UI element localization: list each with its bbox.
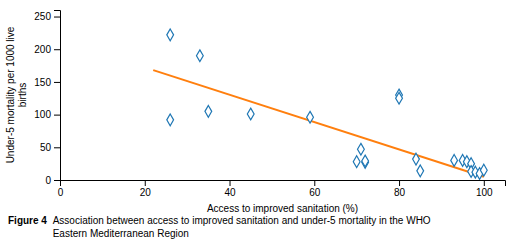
tick-label: 20 xyxy=(140,187,152,198)
tick-mark xyxy=(54,17,60,18)
point xyxy=(247,108,254,120)
point xyxy=(358,143,365,155)
tick-label: 40 xyxy=(224,187,236,198)
x-axis-title: Access to improved sanitation (%) xyxy=(207,203,358,214)
tick-mark xyxy=(399,180,400,186)
tick-mark xyxy=(54,49,60,50)
tick-mark xyxy=(54,147,60,148)
tick: 20 xyxy=(140,180,152,198)
axis-line xyxy=(54,11,61,181)
point xyxy=(205,105,212,117)
tick: 0 xyxy=(58,180,64,198)
point xyxy=(196,50,203,62)
tick: 100 xyxy=(476,180,493,198)
point xyxy=(167,114,174,126)
tick: 40 xyxy=(224,180,236,198)
tick: 250 xyxy=(34,11,60,22)
point xyxy=(362,155,369,167)
tick-mark xyxy=(314,180,315,186)
x-axis: 0 20 40 60 80 100 xyxy=(58,180,506,198)
tick: 200 xyxy=(34,44,60,55)
tick-label: 0 xyxy=(58,187,64,198)
point xyxy=(413,153,420,165)
point xyxy=(396,92,403,104)
caption-bold: Figure 4 xyxy=(8,215,50,226)
point xyxy=(353,156,360,168)
chart: 0 20 40 60 80 100 0 50 100 150 200 250 Access to imp… xyxy=(0,0,520,246)
plot: 0 20 40 60 80 100 0 50 100 150 200 250 xyxy=(34,11,505,199)
tick-label: 60 xyxy=(309,187,321,198)
tick-label: 80 xyxy=(394,187,406,198)
point xyxy=(307,111,314,123)
tick: 100 xyxy=(34,109,60,120)
tick-mark xyxy=(54,82,60,83)
point xyxy=(451,154,458,166)
marks xyxy=(153,29,487,179)
tick-label: 200 xyxy=(34,44,51,55)
tick-mark xyxy=(145,180,146,186)
tick-mark xyxy=(54,115,60,116)
tick-mark xyxy=(484,180,485,186)
tick-label: 250 xyxy=(34,11,51,22)
point xyxy=(167,29,174,41)
caption: Association between access to improved s… xyxy=(53,215,431,239)
tick-label: 0 xyxy=(45,175,51,186)
tick: 60 xyxy=(309,180,321,198)
point xyxy=(417,165,424,177)
point xyxy=(480,164,487,176)
y-axis-title: Under-5 mortality per 1000 livebirths xyxy=(5,26,28,163)
trendline xyxy=(153,70,484,177)
y-axis: 0 50 100 150 200 250 xyxy=(34,11,60,186)
tick-label: 150 xyxy=(34,77,51,88)
axis-line xyxy=(61,181,506,187)
tick: 50 xyxy=(40,142,60,153)
tick: 80 xyxy=(394,180,406,198)
tick-label: 100 xyxy=(34,109,51,120)
tick-label: 100 xyxy=(476,187,493,198)
tick-mark xyxy=(230,180,231,186)
tick-mark xyxy=(54,180,60,181)
tick: 150 xyxy=(34,77,60,88)
tick: 0 xyxy=(45,175,60,186)
tick-label: 50 xyxy=(40,142,52,153)
